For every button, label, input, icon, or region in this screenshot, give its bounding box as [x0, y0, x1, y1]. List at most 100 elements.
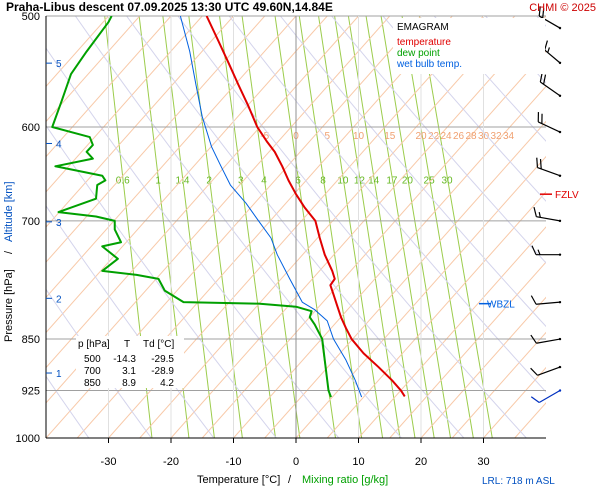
wind-barb-dot: [558, 174, 562, 177]
mixing-ratio-line: [380, 16, 452, 438]
wind-barb-flag: [537, 112, 540, 122]
table-cell: 8.9: [122, 378, 136, 389]
fzlv-marker: FZLV: [540, 190, 579, 201]
wind-barb-flag: [530, 367, 538, 376]
table-cell: 3.1: [122, 366, 136, 377]
wind-barb-flag: [544, 40, 548, 51]
table-cell: -14.3: [113, 354, 136, 365]
wind-barb: [530, 334, 562, 344]
dry-adiabat-line: [46, 375, 90, 438]
wind-barb-shaft: [536, 301, 561, 305]
isotherm-line: [389, 261, 546, 438]
mixing-ratio-label: 2: [206, 175, 212, 186]
wind-barb-shaft: [537, 366, 561, 376]
table-cell: 850: [84, 378, 101, 389]
dry-adiabat-line: [331, 16, 546, 264]
wind-barb-flag: [530, 396, 540, 404]
isotherm-line: [201, 50, 546, 438]
mixing-ratio-line: [401, 16, 474, 438]
mixing-ratio-line: [347, 16, 416, 438]
dry-adiabat-line: [126, 16, 465, 438]
x-tick-label: -10: [226, 456, 242, 468]
mixing-ratio-line: [298, 16, 363, 438]
mixing-ratio-label: 1.4: [176, 175, 190, 186]
altitude-tick-label: 4: [56, 139, 62, 150]
table-cell: 4.2: [160, 378, 174, 389]
mixing-ratio-label: 6: [295, 175, 301, 186]
wind-barb-dot: [558, 337, 562, 341]
pressure-tick-label: 850: [22, 334, 40, 346]
wind-barb-dot: [558, 253, 562, 256]
wind-barb-dot: [558, 300, 562, 304]
data-table: p [hPa] T Td [°C] 500 -14.3 -29.5 700 3.…: [76, 336, 184, 389]
isotherm-line: [264, 120, 546, 438]
isotherm-line: [295, 155, 546, 438]
dry-adiabat-line: [536, 16, 546, 27]
mixing-ratio-label: 0.6: [116, 175, 130, 186]
dry-adiabat-line: [228, 16, 546, 393]
wind-barb-shaft: [537, 121, 561, 133]
wind-barb-dot: [558, 219, 562, 223]
wind-barb-half: [537, 249, 541, 255]
isotherm-label: 28: [465, 131, 477, 142]
table-cell: -29.5: [151, 354, 174, 365]
isotherm-line: [545, 437, 546, 438]
wind-barb-flag: [536, 157, 539, 168]
mixing-ratio-line: [418, 16, 493, 438]
wind-barb: [530, 389, 562, 404]
mixing-ratio-line: [241, 16, 301, 438]
x-axis-label-temperature: Temperature [°C]: [197, 474, 280, 486]
y-axis-label-group: Pressure [hPa] / Altitude [km]: [3, 181, 15, 342]
legend-title: EMAGRAM: [397, 22, 449, 33]
wind-barb-shaft: [539, 81, 561, 97]
chart-title: Praha-Libus descent 07.09.2025 13:30 UTC…: [6, 0, 333, 14]
mixing-ratio-label: 10: [337, 175, 349, 186]
wind-barb-flag: [530, 295, 537, 305]
wind-barb-half: [538, 211, 541, 218]
wind-barb: [531, 245, 562, 256]
isotherm-line: [46, 16, 141, 123]
x-axis-label-mixing: Mixing ratio [g/kg]: [302, 474, 388, 486]
wind-barbs: [530, 6, 562, 404]
isotherm-label: 34: [503, 131, 515, 142]
series-line-temperature: [205, 16, 406, 397]
wind-barb-flag: [542, 8, 545, 19]
wind-barb-dot: [558, 26, 562, 30]
wind-barb-dot: [558, 94, 562, 97]
wbzl-marker: WBZL: [479, 300, 515, 311]
x-tick-label: 20: [415, 456, 427, 468]
dry-adiabat-line: [485, 16, 546, 84]
mixing-ratio-label: 1: [155, 175, 161, 186]
isotherm-line: [46, 16, 266, 263]
wind-barb: [533, 206, 562, 223]
mixing-ratio-label: 30: [441, 175, 453, 186]
wind-barb: [536, 157, 562, 177]
table-header-td: Td [°C]: [143, 339, 174, 350]
wind-barb-flag: [530, 334, 537, 344]
mixing-ratio-label: 17: [386, 175, 398, 186]
x-tick-label: 10: [352, 456, 364, 468]
x-tick-label: 0: [293, 456, 299, 468]
wind-barb-shaft: [538, 390, 561, 404]
y-axis-label-altitude: Altitude [km]: [3, 181, 15, 242]
dry-adiabat-line: [280, 16, 546, 328]
legend-wet-bulb: wet bulb temp.: [396, 59, 462, 70]
mixing-ratio-label: 14: [368, 175, 380, 186]
isotherm-line: [358, 226, 546, 438]
mixing-ratio-label: 4: [261, 175, 267, 186]
wind-barb-flag: [531, 245, 537, 255]
pressure-tick-label: 700: [22, 216, 40, 228]
isotherm-line: [577, 16, 600, 438]
wind-barb-dot: [558, 61, 562, 65]
wind-barb-shaft: [536, 338, 561, 344]
wind-barb-dot: [558, 389, 562, 392]
dry-adiabat-line: [588, 16, 600, 438]
mixing-ratio-label: 8: [320, 175, 326, 186]
series-line-dew-point: [51, 16, 332, 398]
isotherm-label: 5: [324, 131, 330, 142]
isotherm-line: [139, 16, 516, 438]
x-axis-label-sep: /: [288, 474, 292, 486]
